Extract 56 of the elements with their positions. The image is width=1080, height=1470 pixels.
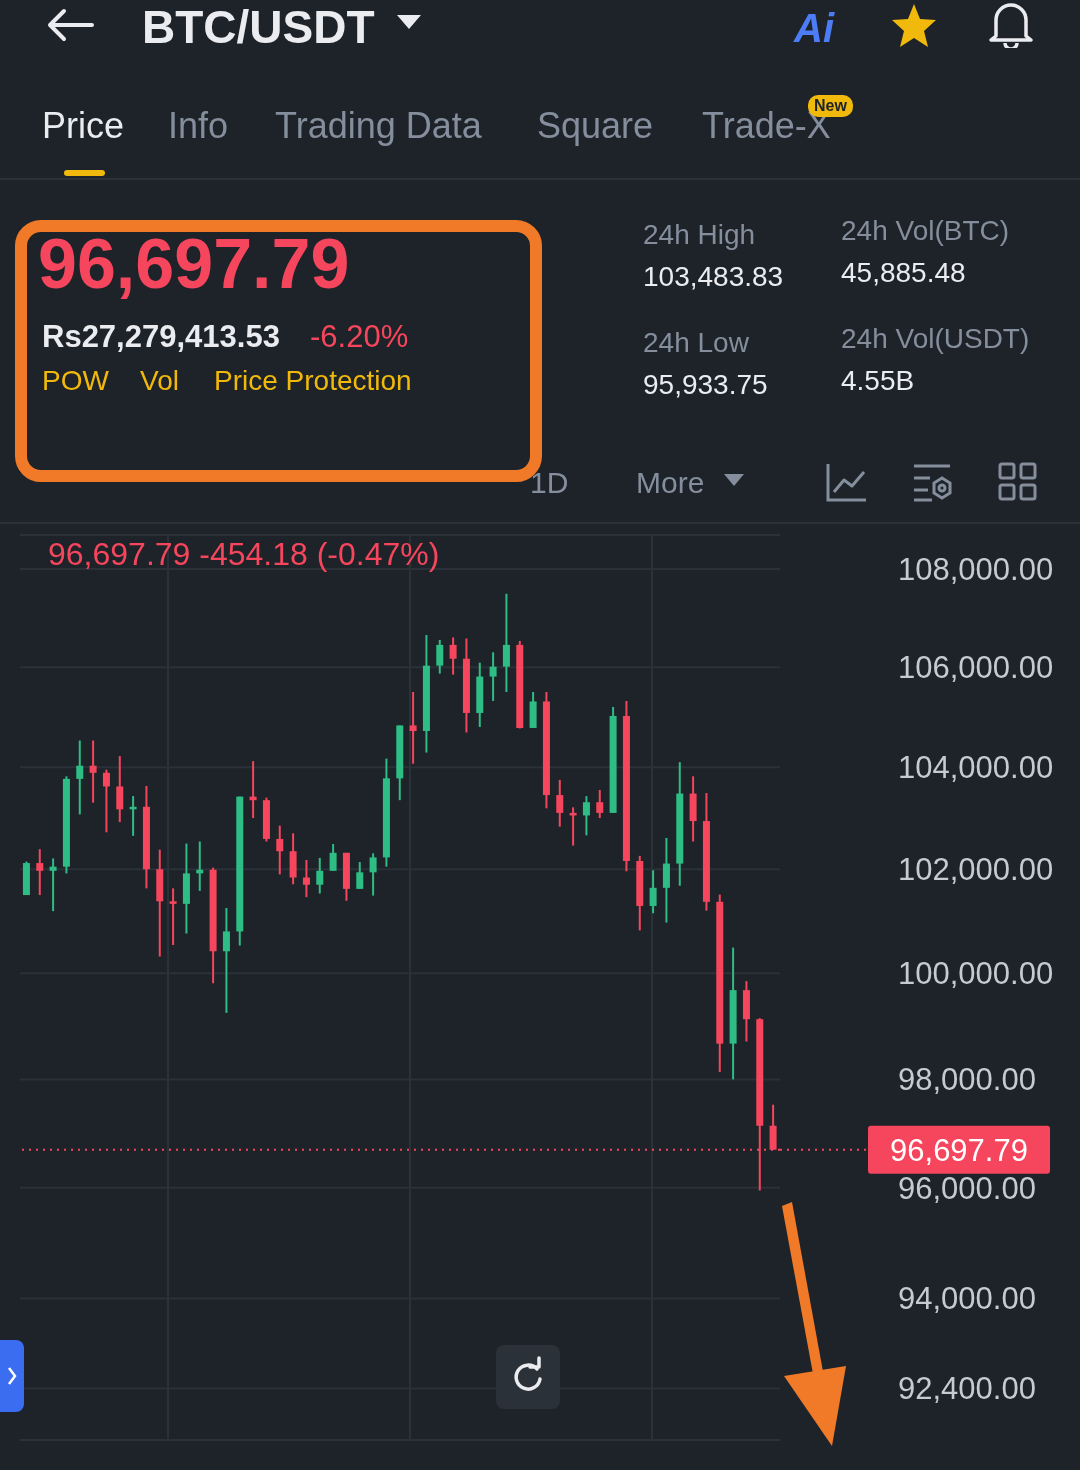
candlestick	[649, 869, 657, 915]
text: 24h Vol(USDT)	[841, 323, 1030, 355]
chart-title: BTC/USDT	[142, 0, 375, 54]
y-tick-label: 104,000.00	[898, 750, 1054, 786]
candlestick	[356, 861, 364, 890]
candlestick	[369, 852, 377, 897]
candlestick	[102, 768, 110, 834]
text: Vol	[140, 365, 179, 397]
text: 96,697.79	[38, 225, 350, 303]
y-tick-label: 96,000.00	[898, 1170, 1036, 1206]
y-tick-label: 100,000.00	[898, 956, 1054, 992]
candlestick	[502, 592, 510, 693]
text: Rs27,279,413.53	[42, 319, 280, 355]
candlestick	[276, 824, 284, 876]
candlestick	[89, 739, 97, 804]
text: 4.55B	[841, 365, 915, 397]
text: 1D	[530, 466, 569, 499]
candlestick	[582, 795, 590, 837]
text: Price Protection	[214, 365, 412, 397]
text: 103,483.83	[643, 261, 784, 293]
text: More	[636, 466, 705, 499]
text: Trading Data	[275, 105, 482, 146]
candlestick	[49, 857, 57, 913]
annotation: 96,697.79 -454.18 (-0.47%)	[48, 536, 440, 573]
candlestick	[329, 843, 337, 872]
candlestick	[596, 789, 604, 819]
candlestick	[556, 778, 564, 828]
text: 24h High	[643, 219, 756, 251]
candlestick	[169, 887, 177, 946]
y-tick-label: 92,400.00	[898, 1371, 1036, 1407]
ref-line-label: 96,697.79	[890, 1132, 1028, 1168]
y-tick-label: 94,000.00	[898, 1281, 1036, 1317]
candlestick	[436, 638, 444, 675]
text: Square	[537, 105, 654, 146]
y-tick-label: 102,000.00	[898, 852, 1054, 888]
y-tick-label: 108,000.00	[898, 551, 1054, 587]
text: 24h Low	[643, 327, 749, 359]
text: POW	[42, 365, 109, 397]
y-tick-label: 98,000.00	[898, 1062, 1036, 1098]
candlestick	[116, 755, 124, 824]
text: 95,933.75	[643, 369, 768, 401]
text: 45,885.48	[841, 257, 966, 289]
candlestick	[489, 651, 497, 702]
text: Price	[42, 105, 125, 146]
candlestick	[302, 858, 310, 899]
y-tick-label: 106,000.00	[898, 650, 1054, 685]
candlestick	[76, 739, 84, 816]
candlestick	[449, 636, 457, 676]
candlestick	[36, 848, 44, 897]
candlestick	[409, 690, 417, 765]
text: 24h Vol(BTC)	[841, 215, 1010, 247]
candlestick	[316, 856, 324, 895]
text: -6.20%	[310, 319, 409, 355]
candlestick	[222, 907, 230, 1014]
text: Ai	[794, 6, 834, 50]
text: Info	[168, 105, 229, 146]
